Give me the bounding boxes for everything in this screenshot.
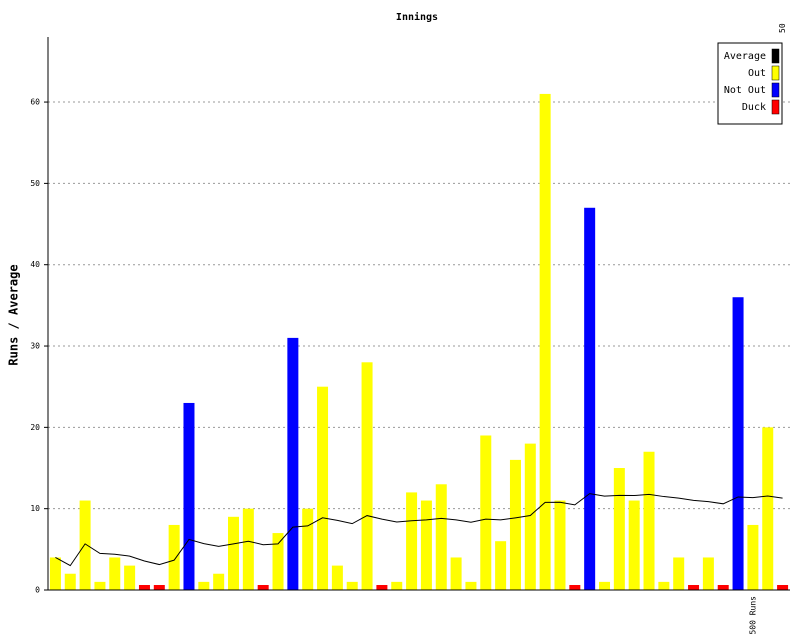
legend-swatch — [771, 82, 780, 98]
bar — [346, 581, 358, 590]
bar — [361, 362, 373, 590]
bar — [554, 500, 566, 590]
bar — [94, 581, 106, 590]
bar — [658, 581, 670, 590]
legend-label: Out — [748, 68, 766, 79]
bar — [628, 500, 640, 590]
annotation: 50 — [778, 23, 787, 33]
bar — [257, 585, 269, 590]
legend-swatch — [771, 48, 780, 64]
legend-box — [717, 42, 783, 125]
bar — [406, 492, 418, 590]
bar — [391, 581, 403, 590]
bar — [317, 386, 329, 590]
annotation: 500 Runs — [748, 596, 757, 635]
bar — [643, 451, 655, 590]
bar — [153, 585, 165, 590]
bar — [124, 565, 136, 590]
bar — [762, 427, 774, 590]
legend-label: Duck — [742, 102, 766, 113]
bar — [287, 337, 299, 590]
bar — [777, 585, 789, 590]
bar — [138, 585, 150, 590]
y-tick-label: 30 — [30, 342, 40, 351]
bar — [79, 500, 91, 590]
bar — [64, 573, 76, 590]
bar — [465, 581, 477, 590]
y-tick-label: 60 — [30, 98, 40, 107]
average-line — [55, 493, 783, 567]
bar — [702, 557, 714, 590]
bar — [376, 585, 388, 590]
bar — [599, 581, 610, 590]
bar — [480, 435, 492, 590]
bar — [524, 443, 536, 590]
bar — [539, 93, 551, 591]
bar — [450, 557, 462, 590]
bar — [584, 207, 596, 590]
bar — [228, 516, 239, 590]
bar — [213, 573, 225, 590]
legend-swatch — [771, 65, 780, 81]
bar — [435, 484, 447, 590]
legend-label: Not Out — [724, 85, 766, 96]
bar — [495, 541, 507, 590]
bar — [168, 524, 180, 590]
legend-label: Average — [724, 51, 766, 62]
bar — [109, 557, 121, 590]
chart-title: Innings — [396, 11, 438, 23]
bar — [673, 557, 685, 590]
bar — [613, 468, 625, 590]
bar — [688, 585, 700, 590]
bar — [242, 508, 254, 590]
y-tick-label: 20 — [30, 423, 40, 432]
bar — [569, 585, 581, 590]
y-axis-label: Runs / Average — [7, 264, 21, 365]
bar — [198, 581, 210, 590]
bar — [420, 500, 432, 590]
bar — [331, 565, 343, 590]
y-tick-label: 0 — [35, 586, 40, 595]
bar — [302, 508, 314, 590]
y-tick-label: 10 — [30, 504, 40, 513]
bar — [717, 585, 729, 590]
bar — [509, 459, 521, 590]
legend-swatch — [771, 99, 780, 115]
bar — [747, 524, 759, 590]
y-tick-label: 40 — [30, 260, 40, 269]
y-tick-label: 50 — [30, 179, 40, 188]
bar — [49, 557, 61, 590]
bar — [183, 402, 195, 590]
bar — [732, 297, 744, 590]
bar — [272, 533, 284, 590]
